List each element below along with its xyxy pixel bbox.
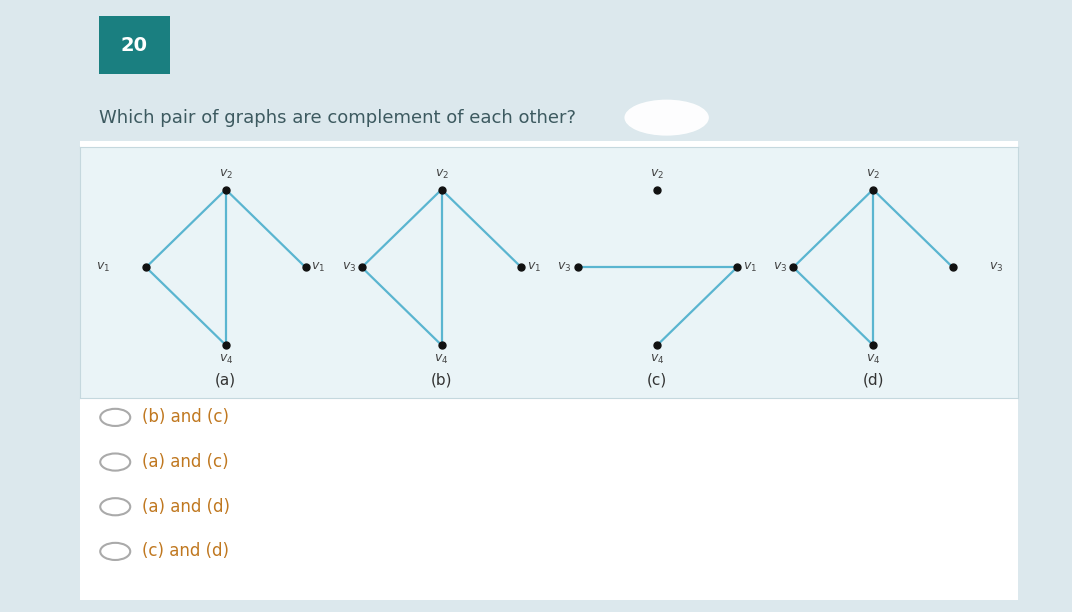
Text: (a) and (c): (a) and (c) (142, 453, 228, 471)
Text: $v_4$: $v_4$ (866, 353, 880, 367)
Ellipse shape (624, 100, 709, 136)
Text: $v_1$: $v_1$ (311, 261, 326, 274)
Text: Which pair of graphs are complement of each other?: Which pair of graphs are complement of e… (99, 108, 576, 127)
Text: (b) and (c): (b) and (c) (142, 408, 229, 427)
Text: $v_3$: $v_3$ (989, 261, 1003, 274)
Text: (b): (b) (431, 373, 452, 388)
Text: (c): (c) (647, 373, 668, 388)
Text: $v_1$: $v_1$ (743, 261, 757, 274)
Text: (a) and (d): (a) and (d) (142, 498, 230, 516)
Text: (d): (d) (862, 373, 883, 388)
Text: 20: 20 (121, 35, 148, 54)
Text: $v_2$: $v_2$ (866, 168, 880, 181)
Text: $v_3$: $v_3$ (773, 261, 788, 274)
Text: $v_2$: $v_2$ (434, 168, 448, 181)
FancyBboxPatch shape (99, 16, 169, 74)
Text: $v_3$: $v_3$ (342, 261, 356, 274)
Text: $v_2$: $v_2$ (219, 168, 233, 181)
Text: $v_4$: $v_4$ (219, 353, 233, 367)
Text: $v_1$: $v_1$ (527, 261, 541, 274)
Text: (c) and (d): (c) and (d) (142, 542, 229, 561)
Text: $v_3$: $v_3$ (557, 261, 571, 274)
Text: $v_4$: $v_4$ (434, 353, 449, 367)
Text: (a): (a) (215, 373, 236, 388)
Text: $v_2$: $v_2$ (651, 168, 665, 181)
Text: $v_1$: $v_1$ (95, 261, 109, 274)
Text: $v_4$: $v_4$ (650, 353, 665, 367)
